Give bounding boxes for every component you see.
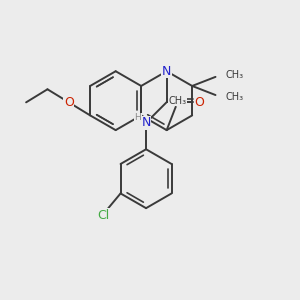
Text: O: O [195, 96, 205, 109]
Text: CH₃: CH₃ [226, 70, 244, 80]
Text: CH₃: CH₃ [168, 96, 186, 106]
Text: N: N [141, 116, 151, 129]
Text: CH₃: CH₃ [226, 92, 244, 101]
Text: O: O [64, 96, 74, 109]
Text: N: N [162, 65, 171, 78]
Text: H: H [134, 113, 141, 122]
Text: Cl: Cl [98, 209, 110, 222]
